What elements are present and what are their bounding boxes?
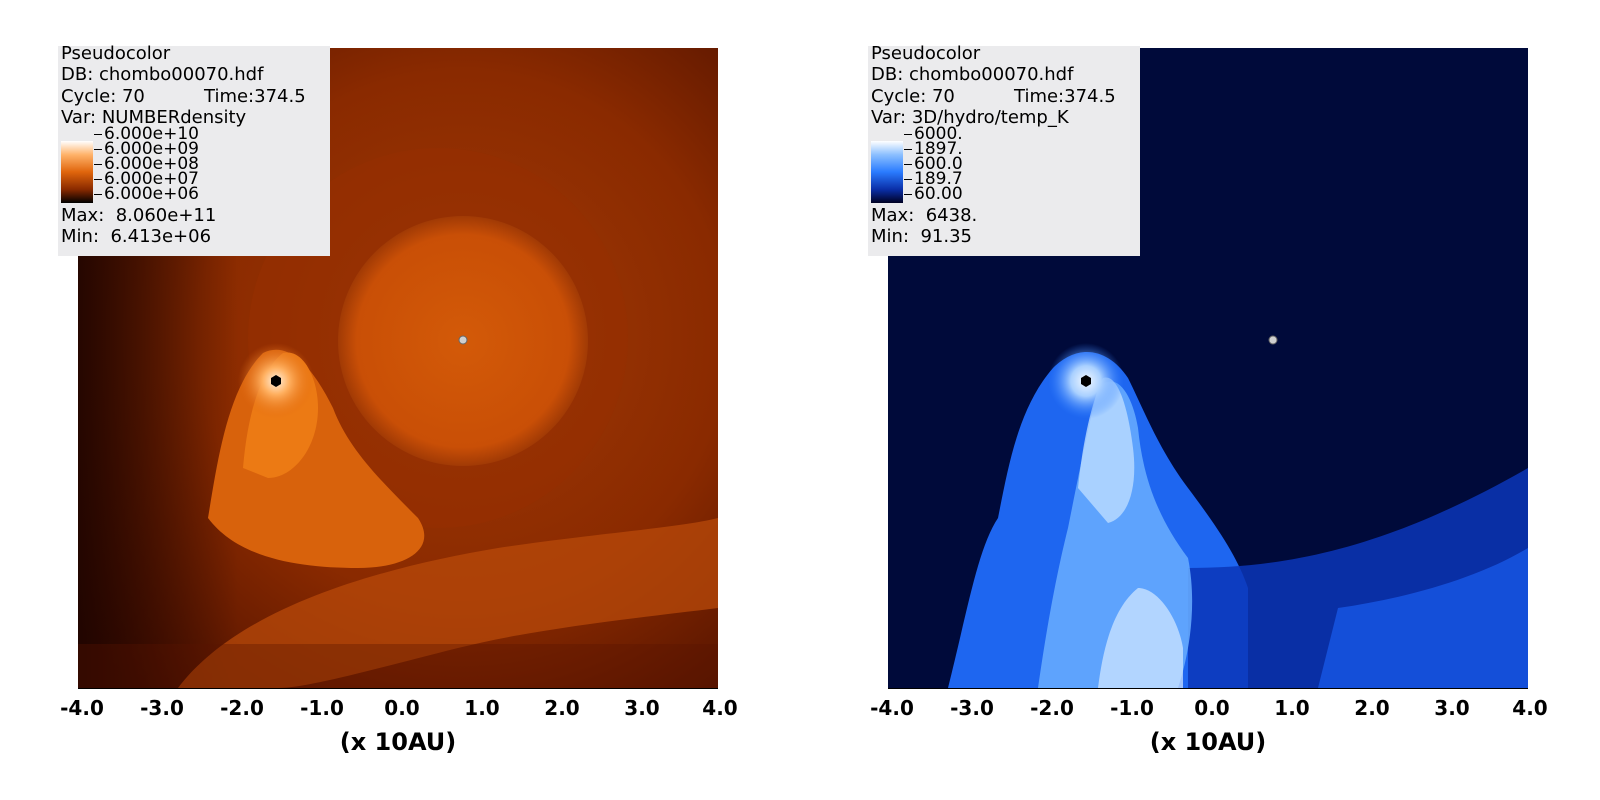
x-tick-label: 1.0: [464, 696, 500, 720]
colorbar: [871, 141, 903, 203]
x-tick-label: 4.0: [1512, 696, 1548, 720]
time-label: Time:374.5: [1014, 86, 1116, 107]
x-tick-label: 3.0: [624, 696, 660, 720]
x-tick-label: 4.0: [702, 696, 738, 720]
variable-label: Var: NUMBERdensity: [61, 107, 247, 128]
min-label: Min: 91.35: [871, 226, 972, 247]
x-axis: [78, 688, 718, 689]
colorbar-tick: [904, 164, 912, 165]
plot-type-label: Pseudocolor: [61, 43, 171, 64]
time-label: Time:374.5: [204, 86, 306, 107]
temperature-panel: Pseudocolor DB: chombo00070.hdf Cycle: 7…: [810, 0, 1570, 800]
colorbar-tick-label: 6.000e+06: [104, 184, 200, 204]
min-label: Min: 6.413e+06: [61, 226, 212, 247]
colorbar-tick-label: 6000.: [914, 124, 963, 144]
x-tick-label: -2.0: [220, 696, 264, 720]
colorbar-tick-label: 6.000e+10: [104, 124, 200, 144]
colorbar-tick: [904, 194, 912, 195]
colorbar-tick: [94, 134, 102, 135]
colorbar-tick: [94, 179, 102, 180]
x-tick-label: 2.0: [1354, 696, 1390, 720]
x-tick-label: -3.0: [950, 696, 994, 720]
colorbar-tick-label: 189.7: [914, 169, 963, 189]
colorbar-tick: [94, 194, 102, 195]
colorbar-tick-label: 6.000e+09: [104, 139, 200, 159]
x-tick-label: 0.0: [1194, 696, 1230, 720]
plot-legend: Pseudocolor DB: chombo00070.hdf Cycle: 7…: [868, 43, 1140, 256]
x-axis: [888, 688, 1528, 689]
colorbar-tick: [94, 149, 102, 150]
x-tick-label: 0.0: [384, 696, 420, 720]
plot-type-label: Pseudocolor: [871, 43, 981, 64]
colorbar-tick: [904, 134, 912, 135]
colorbar-tick-label: 600.0: [914, 154, 963, 174]
x-tick-label: -4.0: [60, 696, 104, 720]
x-axis-label: (x 10AU): [1149, 728, 1267, 756]
x-tick-label: -1.0: [300, 696, 344, 720]
max-label: Max: 8.060e+11: [61, 205, 217, 226]
colorbar-tick-label: 60.00: [914, 184, 963, 204]
x-tick-label: -1.0: [1110, 696, 1154, 720]
x-axis-label: (x 10AU): [339, 728, 457, 756]
x-tick-label: 3.0: [1434, 696, 1470, 720]
colorbar-tick: [904, 179, 912, 180]
density-panel: Pseudocolor DB: chombo00070.hdf Cycle: 7…: [0, 0, 760, 800]
cycle-label: Cycle: 70: [61, 86, 145, 107]
x-tick-label: 2.0: [544, 696, 580, 720]
colorbar-tick-label: 1897.: [914, 139, 963, 159]
x-tick-label: -2.0: [1030, 696, 1074, 720]
colorbar: [61, 141, 93, 203]
colorbar-tick-label: 6.000e+07: [104, 169, 200, 189]
variable-label: Var: 3D/hydro/temp_K: [871, 107, 1069, 128]
colorbar-tick: [904, 149, 912, 150]
database-label: DB: chombo00070.hdf: [871, 64, 1074, 85]
x-tick-label: -3.0: [140, 696, 184, 720]
plot-legend: Pseudocolor DB: chombo00070.hdf Cycle: 7…: [58, 43, 330, 256]
x-tick-label: 1.0: [1274, 696, 1310, 720]
database-label: DB: chombo00070.hdf: [61, 64, 264, 85]
colorbar-tick-label: 6.000e+08: [104, 154, 200, 174]
cycle-label: Cycle: 70: [871, 86, 955, 107]
max-label: Max: 6438.: [871, 205, 978, 226]
x-tick-label: -4.0: [870, 696, 914, 720]
colorbar-tick: [94, 164, 102, 165]
